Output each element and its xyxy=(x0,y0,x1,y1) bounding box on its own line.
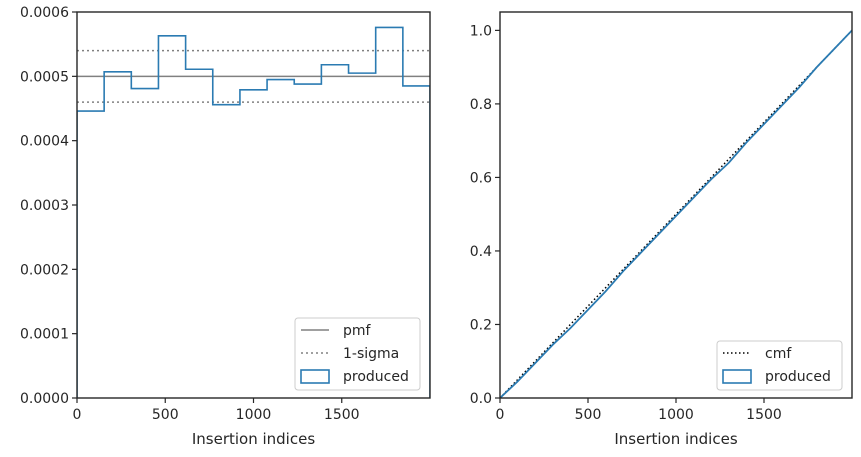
y-tick-label: 0.0002 xyxy=(20,262,69,278)
y-tick-label: 0.0003 xyxy=(20,198,69,214)
y-tick-label: 0.6 xyxy=(470,170,492,186)
produced-histogram xyxy=(77,26,430,398)
x-tick-label: 1000 xyxy=(236,407,272,423)
legend: pmf 1-sigma produced xyxy=(294,317,421,391)
legend-produced-swatch xyxy=(722,369,752,384)
plot-area xyxy=(77,26,430,398)
y-tick-label: 0.0 xyxy=(470,391,492,407)
legend-produced-label: produced xyxy=(765,369,831,385)
x-axis-label: Insertion indices xyxy=(614,430,737,448)
legend-pmf-label: pmf xyxy=(343,323,372,339)
y-tick-label: 0.0005 xyxy=(20,69,69,85)
x-tick-label: 0 xyxy=(73,407,82,423)
x-tick-label: 0 xyxy=(496,407,505,423)
legend-produced-swatch xyxy=(300,369,330,384)
y-tick-label: 0.4 xyxy=(470,244,492,260)
legend-produced-label: produced xyxy=(343,369,409,385)
y-tick-label: 0.8 xyxy=(470,97,492,113)
legend-sigma-label: 1-sigma xyxy=(343,346,399,362)
y-tick-label: 0.0004 xyxy=(20,134,69,150)
axes-frame xyxy=(499,11,853,399)
right-cumulative-chart: 0 500 1000 1500 0.0 0.2 0.4 0.6 0.8 1.0 Insertion … xyxy=(470,11,853,448)
x-tick-label: 500 xyxy=(152,407,179,423)
x-tick-label: 1000 xyxy=(658,407,694,423)
y-tick-label: 0.0000 xyxy=(20,391,69,407)
legend: cmf produced xyxy=(716,340,843,391)
plot-area xyxy=(500,29,852,398)
legend-box xyxy=(294,317,421,391)
y-tick-label: 0.2 xyxy=(470,317,492,333)
y-tick-label: 0.0001 xyxy=(20,327,69,343)
x-tick-label: 1500 xyxy=(746,407,782,423)
axes-frame xyxy=(76,11,431,399)
x-axis-label: Insertion indices xyxy=(192,430,315,448)
x-tick-label: 500 xyxy=(575,407,602,423)
left-histogram-chart: 0 500 1000 1500 0.0000 0.0001 0.0002 0.0003 0.00… xyxy=(20,5,431,448)
y-tick-label: 0.0006 xyxy=(20,5,69,21)
y-tick-label: 1.0 xyxy=(470,23,492,39)
x-tick-label: 1500 xyxy=(324,407,360,423)
legend-cmf-label: cmf xyxy=(765,346,792,362)
cmf-line xyxy=(500,29,852,398)
